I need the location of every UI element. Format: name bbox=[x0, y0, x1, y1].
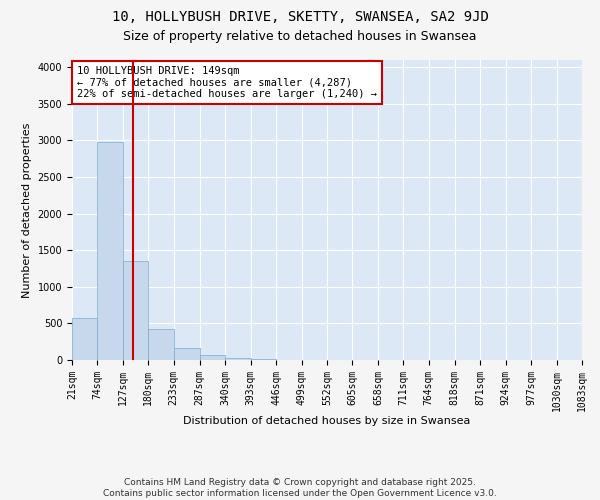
Text: 10 HOLLYBUSH DRIVE: 149sqm
← 77% of detached houses are smaller (4,287)
22% of s: 10 HOLLYBUSH DRIVE: 149sqm ← 77% of deta… bbox=[77, 66, 377, 99]
Text: Size of property relative to detached houses in Swansea: Size of property relative to detached ho… bbox=[123, 30, 477, 43]
Bar bbox=[123, 261, 148, 360]
Bar bbox=[225, 358, 251, 360]
Y-axis label: Number of detached properties: Number of detached properties bbox=[22, 122, 32, 298]
Bar bbox=[174, 348, 200, 360]
Bar bbox=[97, 142, 123, 360]
Text: 10, HOLLYBUSH DRIVE, SKETTY, SWANSEA, SA2 9JD: 10, HOLLYBUSH DRIVE, SKETTY, SWANSEA, SA… bbox=[112, 10, 488, 24]
Bar bbox=[148, 328, 174, 360]
Text: Contains HM Land Registry data © Crown copyright and database right 2025.
Contai: Contains HM Land Registry data © Crown c… bbox=[103, 478, 497, 498]
Bar bbox=[72, 318, 97, 360]
Bar bbox=[200, 354, 225, 360]
X-axis label: Distribution of detached houses by size in Swansea: Distribution of detached houses by size … bbox=[184, 416, 470, 426]
